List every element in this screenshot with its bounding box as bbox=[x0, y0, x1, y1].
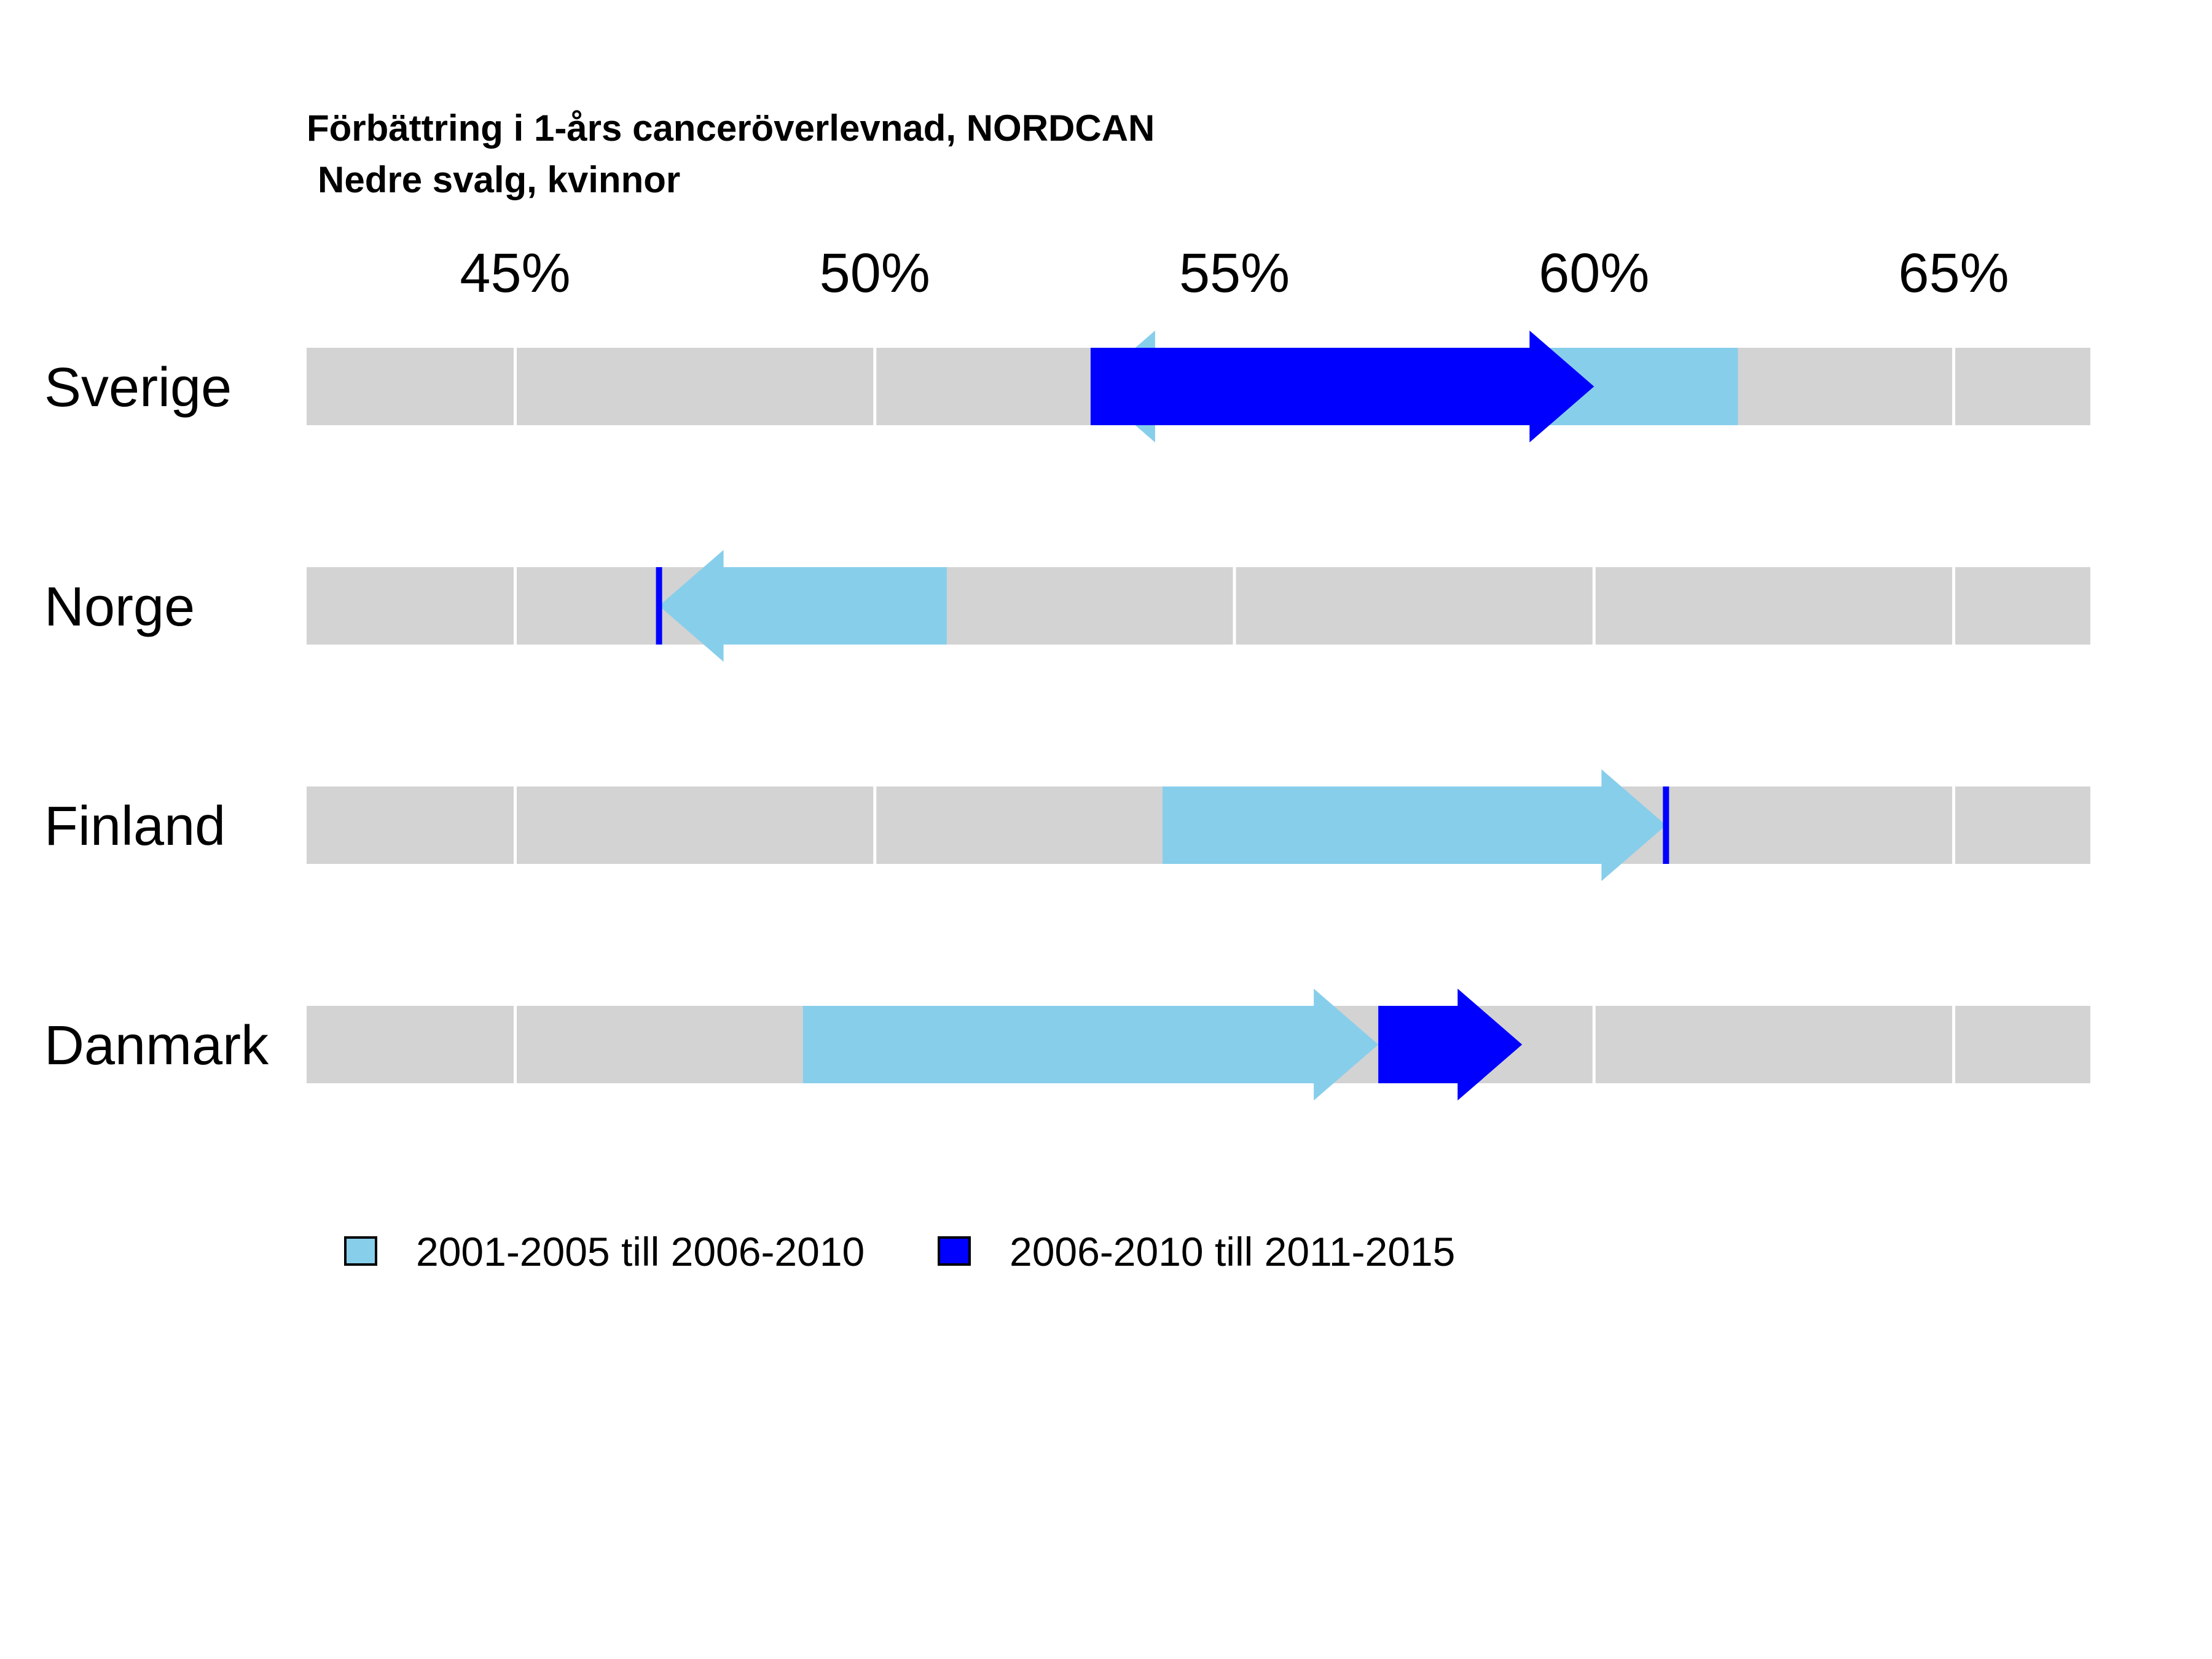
arrow-finland-1 bbox=[1162, 769, 1666, 881]
arrow-sverige-2 bbox=[1090, 331, 1594, 442]
arrow-danmark-2 bbox=[1378, 989, 1523, 1100]
legend-label-1: 2001-2005 till 2006-2010 bbox=[416, 1229, 865, 1274]
arrow-norge-1 bbox=[659, 550, 947, 662]
track-norge bbox=[307, 567, 2090, 645]
tick-label-60: 60% bbox=[1539, 243, 1649, 304]
tick-label-45: 45% bbox=[460, 243, 570, 304]
tick-label-65: 65% bbox=[1899, 243, 2009, 304]
legend: 2001-2005 till 2006-2010 2006-2010 till 2… bbox=[344, 1229, 1455, 1274]
tick-label-55: 55% bbox=[1179, 243, 1290, 304]
country-label-norge: Norge bbox=[44, 576, 195, 638]
legend-swatch-2 bbox=[938, 1236, 971, 1266]
arrow-finland-2 bbox=[1663, 786, 1669, 864]
plot-rows: Sverige Norge Finland Danmark bbox=[44, 331, 2090, 1100]
country-label-sverige: Sverige bbox=[44, 357, 232, 418]
arrow-norge-2 bbox=[656, 567, 662, 645]
chart-title: Förbättring i 1-års canceröverlevnad, NO… bbox=[307, 108, 1155, 149]
arrow-danmark-1 bbox=[802, 989, 1379, 1100]
tick-label-50: 50% bbox=[820, 243, 930, 304]
country-label-danmark: Danmark bbox=[44, 1015, 269, 1077]
row-danmark: Danmark bbox=[44, 989, 2090, 1100]
country-label-finland: Finland bbox=[44, 796, 226, 857]
chart-subtitle: Nedre svalg, kvinnor bbox=[318, 159, 680, 200]
row-finland: Finland bbox=[44, 769, 2090, 881]
row-norge: Norge bbox=[44, 550, 2090, 662]
row-sverige: Sverige bbox=[44, 331, 2090, 442]
legend-swatch-1 bbox=[344, 1236, 377, 1266]
x-axis-ticks: 45% 50% 55% 60% 65% bbox=[460, 243, 2009, 304]
legend-label-2: 2006-2010 till 2011-2015 bbox=[1010, 1229, 1455, 1274]
